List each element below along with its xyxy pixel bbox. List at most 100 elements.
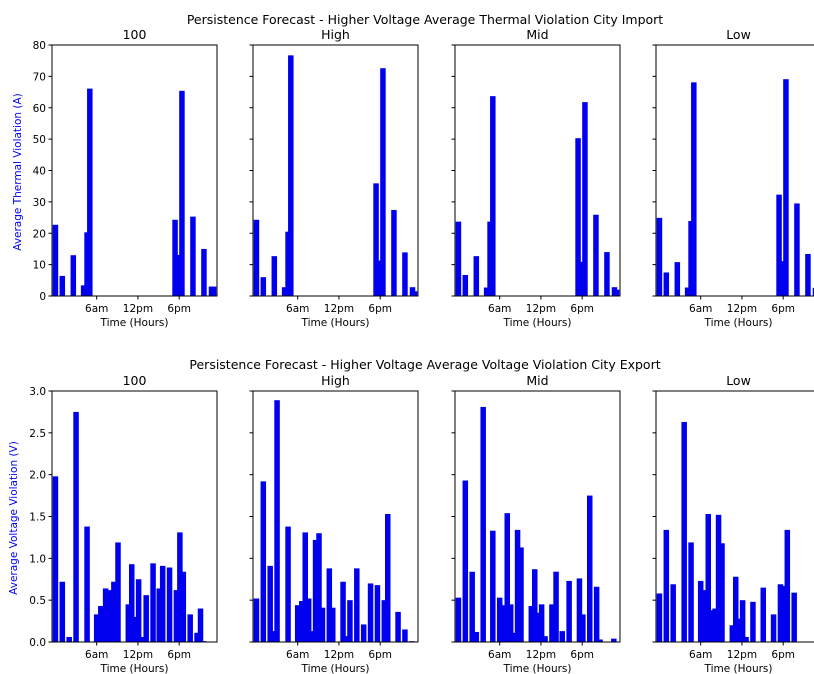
subplot-thermal-mid: 6am 12pm 6pm Time (Hours) Mid [451, 27, 621, 329]
top-y-axis-label: Average Thermal Violation (A) [12, 93, 24, 251]
bar [156, 588, 162, 642]
bar [299, 601, 305, 642]
bar [511, 632, 517, 642]
x-axis-label: Time (Hours) [301, 317, 370, 329]
bar [760, 587, 766, 642]
bar [663, 529, 670, 642]
bar [253, 219, 260, 296]
bar [135, 579, 142, 642]
bar [691, 82, 697, 296]
x-tick-label: 6pm [167, 649, 191, 661]
axes-frame [655, 44, 814, 297]
bar [538, 604, 545, 642]
x-tick-label: 6am [689, 303, 712, 315]
bar [739, 600, 746, 642]
x-axis-label: Time (Hours) [301, 663, 370, 674]
bar [319, 607, 326, 642]
x-tick-label: 12pm [324, 303, 354, 315]
bar [779, 261, 785, 296]
bar [129, 564, 135, 642]
x-tick-label: 6pm [570, 303, 594, 315]
bar [260, 277, 267, 296]
bar [469, 571, 475, 642]
bar [501, 605, 507, 642]
bar [582, 102, 588, 296]
bar [271, 256, 278, 296]
bar [380, 68, 386, 296]
x-axis-label: Time (Hours) [100, 663, 169, 674]
bottom-figure-title: Persistence Forecast - Higher Voltage Av… [189, 357, 660, 372]
y-tick-label: 80 [33, 40, 46, 52]
bar [587, 495, 593, 642]
bar [750, 601, 756, 642]
bar [794, 203, 800, 296]
bar [402, 629, 408, 642]
top-figure-title: Persistence Forecast - Higher Voltage Av… [187, 12, 663, 27]
bar [575, 138, 581, 296]
subplot-thermal-high: 6am 12pm 6pm Time (Hours) High [249, 27, 419, 329]
bar [376, 260, 382, 296]
bar [201, 248, 207, 296]
x-tick-label: 6am [85, 303, 108, 315]
bar [260, 481, 267, 642]
bar [549, 604, 555, 642]
bar [490, 96, 496, 296]
subplot-voltage-100: 0.0 0.5 1.0 1.5 2.0 2.5 3.0 6am 12pm 6pm Time (Hou… [29, 373, 218, 674]
bar [733, 576, 739, 642]
bar [360, 624, 367, 642]
y-tick-label: 3.0 [29, 386, 46, 398]
subplot-title: Low [726, 27, 751, 42]
bar [776, 194, 782, 296]
x-tick-label: 6pm [771, 303, 795, 315]
x-tick-label: 6am [689, 649, 712, 661]
x-tick-label: 12pm [324, 649, 354, 661]
bar [347, 600, 353, 642]
x-tick-label: 6pm [570, 649, 594, 661]
bar [179, 90, 185, 296]
y-tick-label: 0.0 [29, 637, 46, 649]
bar [593, 586, 600, 642]
x-tick-label: 6am [488, 303, 511, 315]
bar [52, 476, 59, 642]
subplot-thermal-100: 0 10 20 30 40 50 60 70 80 6am 12pm 6pm Time (Hours) 1… [33, 27, 218, 329]
bar [462, 480, 469, 642]
bar [528, 606, 535, 642]
y-tick-label: 2.5 [29, 428, 46, 440]
x-tick-label: 12pm [123, 303, 153, 315]
bar [783, 79, 789, 296]
bar [473, 631, 480, 642]
bar [125, 604, 132, 642]
bar [812, 287, 814, 296]
bar [281, 287, 288, 296]
bar [59, 581, 66, 642]
x-tick-label: 12pm [727, 303, 757, 315]
bar [52, 224, 59, 296]
x-axis-label: Time (Hours) [704, 317, 773, 329]
bar [681, 421, 687, 642]
bar [729, 625, 736, 642]
bar [173, 590, 180, 642]
bar [175, 254, 181, 296]
x-tick-label: 6pm [771, 649, 795, 661]
bar [507, 604, 514, 642]
y-tick-label: 50 [33, 134, 46, 146]
bar [656, 217, 663, 296]
y-tick-label: 30 [33, 197, 46, 209]
bar [111, 581, 117, 642]
subplot-title: Mid [526, 27, 548, 42]
subplot-voltage-mid: 6am 12pm 6pm Time (Hours) Mid [451, 373, 621, 674]
bar [535, 612, 541, 642]
bar [712, 608, 718, 642]
bar [462, 274, 469, 296]
bar [150, 563, 156, 642]
bar [402, 252, 408, 296]
bar [115, 542, 121, 642]
bar [309, 631, 315, 642]
x-tick-label: 6am [488, 649, 511, 661]
bar [719, 543, 725, 642]
subplot-voltage-low: 6am 12pm 6pm Time (Hours) Low [652, 373, 814, 674]
y-tick-label: 40 [33, 166, 46, 178]
bar [106, 590, 112, 642]
bar [197, 608, 204, 642]
